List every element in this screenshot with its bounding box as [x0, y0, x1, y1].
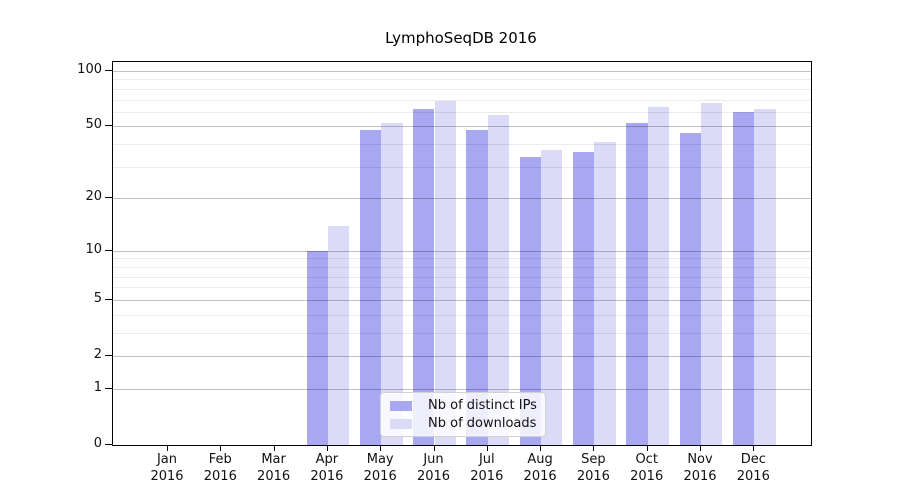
y-tick-mark [105, 387, 112, 389]
gridline-major [113, 250, 811, 252]
y-tick-mark [105, 197, 112, 199]
legend-entry: Nb of distinct IPs [390, 398, 537, 413]
gridline-minor [113, 144, 811, 146]
x-tick-label: Mar 2016 [257, 452, 291, 484]
gridline-minor [113, 258, 811, 260]
x-tick-mark [433, 445, 435, 451]
gridline-minor [113, 314, 811, 316]
legend-swatch [390, 418, 412, 429]
gridline-minor [113, 79, 811, 81]
plot-area [112, 61, 812, 446]
bar-downloads-apr [327, 225, 350, 445]
x-tick-mark [220, 445, 222, 451]
x-tick-label: May 2016 [363, 452, 397, 484]
x-tick-mark [380, 445, 382, 451]
x-tick-label: Feb 2016 [203, 452, 237, 484]
chart-title: LymphoSeqDB 2016 [385, 29, 537, 47]
y-tick-label: 10 [85, 241, 102, 257]
bar-distinct-ips-may [359, 129, 382, 445]
x-tick-label: Nov 2016 [683, 452, 717, 484]
y-tick-mark [105, 298, 112, 300]
bar-downloads-jun [434, 100, 456, 445]
x-tick-label: Apr 2016 [310, 452, 344, 484]
bar-distinct-ips-nov [679, 133, 701, 445]
gridline-minor [113, 276, 811, 278]
x-tick-mark [753, 445, 755, 451]
bar-downloads-sep [594, 142, 616, 445]
x-tick-label: Aug 2016 [523, 452, 557, 484]
y-tick-label: 2 [93, 347, 102, 362]
bar-distinct-ips-jul [466, 129, 488, 445]
gridline-major [113, 356, 811, 357]
gridline-major [113, 299, 811, 301]
gridline-minor [113, 266, 811, 268]
y-tick-mark [105, 70, 112, 71]
x-tick-label: Dec 2016 [736, 452, 770, 484]
bar-downloads-dec [754, 109, 776, 445]
bar-distinct-ips-oct [626, 123, 648, 445]
bar-downloads-may [381, 123, 403, 445]
y-tick-label: 1 [93, 379, 102, 395]
x-tick-mark [486, 445, 488, 451]
bar-distinct-ips-aug [519, 156, 542, 445]
y-tick-mark [105, 355, 112, 356]
bar-downloads-jul [487, 114, 510, 445]
gridline-major [113, 388, 811, 390]
bar-downloads-nov [701, 103, 723, 445]
gridline-minor [113, 99, 811, 101]
x-tick-label: Oct 2016 [630, 452, 664, 484]
x-tick-label: Sep 2016 [576, 452, 610, 484]
legend-entry-label: Nb of downloads [428, 416, 537, 431]
gridline-minor [113, 166, 811, 168]
x-tick-mark [593, 445, 595, 451]
x-tick-mark [540, 445, 542, 451]
x-tick-mark [700, 445, 701, 451]
gridline-major [113, 126, 811, 128]
y-tick-label: 0 [93, 436, 102, 451]
bar-distinct-ips-dec [732, 111, 755, 445]
bar-distinct-ips-jun [413, 109, 435, 445]
x-tick-mark [646, 445, 648, 451]
gridline-minor [113, 287, 811, 289]
gridline-minor [113, 111, 811, 113]
legend-swatch [390, 400, 412, 411]
x-tick-mark [167, 445, 168, 451]
y-tick-mark [105, 125, 112, 127]
bar-distinct-ips-sep [573, 152, 595, 445]
gridline-major [113, 71, 811, 72]
y-tick-label: 50 [85, 117, 102, 133]
bar-distinct-ips-apr [306, 250, 328, 445]
gridline-major [113, 198, 811, 200]
x-tick-label: Jan 2016 [150, 452, 184, 484]
x-tick-label: Jun 2016 [416, 452, 451, 484]
y-tick-label: 100 [77, 62, 102, 77]
y-tick-label: 20 [85, 189, 102, 205]
gridline-minor [113, 332, 811, 334]
x-tick-mark [326, 445, 328, 451]
legend: Nb of distinct IPs Nb of downloads [380, 392, 546, 437]
legend-entry-label: Nb of distinct IPs [428, 398, 537, 413]
gridline-minor [113, 88, 811, 90]
bar-downloads-oct [647, 106, 670, 445]
y-tick-mark [105, 249, 112, 251]
x-tick-label: Jul 2016 [470, 452, 504, 484]
y-tick-mark [105, 444, 112, 445]
x-tick-mark [273, 445, 275, 451]
legend-entry: Nb of downloads [390, 416, 536, 431]
bar-downloads-aug [541, 150, 563, 445]
y-tick-label: 5 [93, 290, 102, 306]
